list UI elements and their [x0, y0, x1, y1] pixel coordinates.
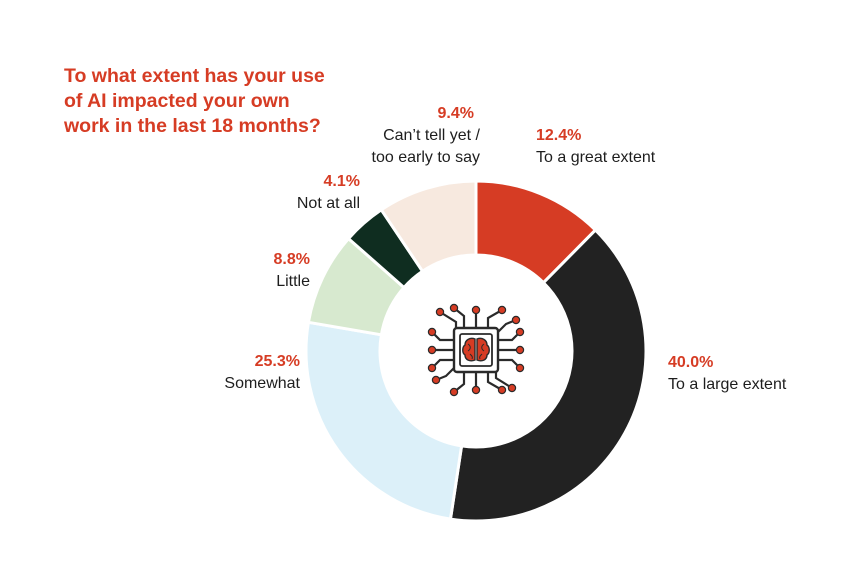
label-cant-tell-line-1: Can’t tell yet /	[383, 127, 480, 144]
slice-large-extent	[448, 227, 648, 523]
category-label-large-extent: To a large extent	[668, 376, 787, 393]
value-label-not-at-all: 4.1%	[323, 173, 360, 190]
slice-somewhat	[304, 320, 464, 521]
label-little: 8.8% Little	[240, 249, 310, 293]
value-label-large-extent: 40.0%	[668, 354, 714, 371]
chart-title-line-3: work in the last 18 months?	[64, 115, 321, 137]
label-cant-tell: 9.4% Can’t tell yet / too early to say	[360, 103, 481, 169]
chart-title-line-1: To what extent has your use	[64, 65, 325, 87]
chart-title-line-2: of AI impacted your own	[64, 90, 290, 112]
value-label-cant-tell: 9.4%	[437, 105, 474, 122]
label-not-at-all: 4.1% Not at all	[260, 171, 360, 215]
donut-slices	[304, 179, 648, 523]
category-label-somewhat: Somewhat	[224, 375, 300, 392]
label-great-extent: 12.4% To a great extent	[536, 125, 655, 169]
value-label-great-extent: 12.4%	[536, 127, 582, 144]
category-label-not-at-all: Not at all	[296, 195, 360, 212]
value-label-little: 8.8%	[273, 251, 310, 268]
chart-title: To what extent has your use of AI impact…	[64, 64, 354, 139]
label-large-extent: 40.0% To a large extent	[668, 352, 786, 396]
label-cant-tell-line-2: too early to say	[371, 149, 481, 166]
label-somewhat: 25.3% Somewhat	[200, 351, 300, 395]
ai-brain-chip-icon	[427, 303, 525, 397]
value-label-somewhat: 25.3%	[254, 353, 300, 370]
category-label-little: Little	[276, 273, 310, 290]
slice-cant-tell	[379, 179, 478, 274]
category-label-great-extent: To a great extent	[536, 149, 656, 166]
